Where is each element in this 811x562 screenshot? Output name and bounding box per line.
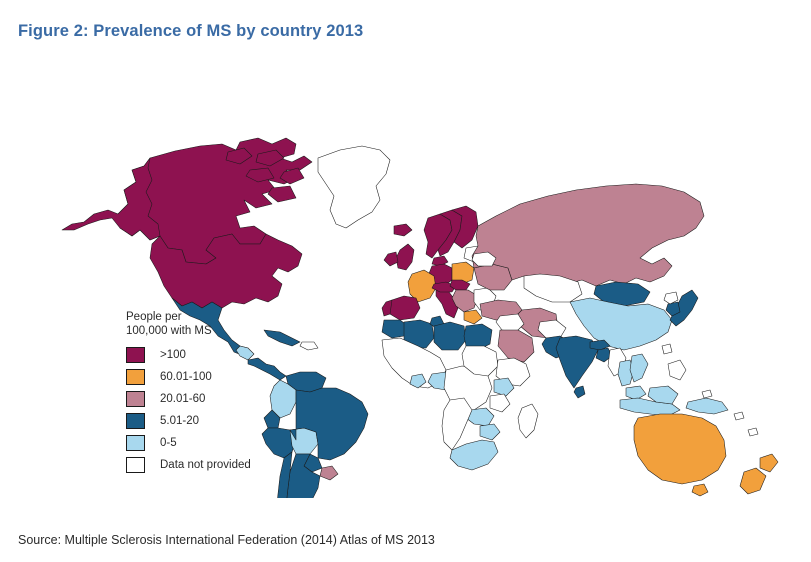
- page-title: Figure 2: Prevalence of MS by country 20…: [18, 22, 364, 40]
- legend-label-no-data: Data not provided: [160, 459, 251, 471]
- legend-swatch-60-100: [126, 369, 145, 385]
- country-thailand: [618, 360, 634, 386]
- country-tasmania: [692, 484, 708, 496]
- country-belarus: [472, 252, 496, 266]
- country-mongolia: [594, 282, 650, 306]
- country-borneo: [648, 386, 678, 404]
- country-canada-arctic-isles: [226, 148, 304, 202]
- country-sri-lanka: [574, 386, 585, 398]
- country-ghana: [410, 374, 426, 388]
- country-chile: [272, 452, 292, 498]
- country-south-korea: [666, 302, 680, 316]
- country-iceland: [394, 224, 412, 236]
- legend-label-60-100: 60.01-100: [160, 371, 212, 383]
- country-finland: [452, 206, 478, 248]
- world-map-svg: [0, 58, 811, 498]
- country-tanzania: [490, 394, 510, 412]
- country-vietnam: [630, 354, 648, 382]
- country-greenland: [318, 146, 390, 228]
- country-cuba: [264, 330, 300, 346]
- country-kazakhstan: [524, 274, 582, 302]
- country-new-zealand-north: [760, 454, 778, 472]
- legend-item-0-5: 0-5: [126, 432, 296, 454]
- legend-item-gt100: >100: [126, 344, 296, 366]
- legend-swatch-gt100: [126, 347, 145, 363]
- country-north-korea: [664, 292, 678, 304]
- map-legend: People per 100,000 with MS >100 60.01-10…: [126, 310, 296, 476]
- legend-swatch-20-60: [126, 391, 145, 407]
- country-hispaniola: [300, 342, 318, 350]
- country-taiwan: [662, 344, 672, 354]
- legend-swatch-no-data: [126, 457, 145, 473]
- legend-label-20-60: 20.01-60: [160, 393, 206, 405]
- country-zimbabwe: [480, 424, 500, 440]
- legend-swatch-0-5: [126, 435, 145, 451]
- country-australia: [634, 414, 726, 484]
- country-brazil: [290, 388, 368, 460]
- country-bangladesh: [596, 348, 612, 362]
- country-kenya: [494, 378, 514, 396]
- legend-item-20-60: 20.01-60: [126, 388, 296, 410]
- legend-item-60-100: 60.01-100: [126, 366, 296, 388]
- country-france: [408, 270, 436, 302]
- country-new-zealand-south: [740, 468, 766, 494]
- country-libya: [434, 322, 466, 350]
- world-map: [0, 58, 811, 498]
- country-colombia: [270, 380, 296, 418]
- country-indonesia: [620, 398, 680, 416]
- legend-label-0-5: 0-5: [160, 437, 177, 449]
- country-philippines: [668, 360, 686, 380]
- country-uruguay: [320, 466, 338, 480]
- legend-item-no-data: Data not provided: [126, 454, 296, 476]
- legend-swatch-5-20: [126, 413, 145, 429]
- country-india: [556, 336, 598, 388]
- country-hungary-balkans: [452, 290, 478, 312]
- country-sudan: [462, 346, 498, 376]
- country-portugal: [382, 300, 392, 316]
- country-nepal-bhutan: [590, 340, 610, 350]
- legend-title: People per 100,000 with MS: [126, 311, 212, 337]
- country-malaysia: [626, 386, 646, 400]
- legend-item-5-20: 5.01-20: [126, 410, 296, 432]
- country-alaska: [62, 158, 160, 240]
- country-switzerland-austria: [432, 282, 456, 292]
- country-china: [570, 298, 672, 350]
- country-angola-namibia: [442, 398, 472, 450]
- legend-label-5-20: 5.01-20: [160, 415, 200, 427]
- country-islands-pacific: [702, 390, 758, 436]
- country-greece: [464, 310, 482, 324]
- country-central-america: [248, 358, 286, 380]
- country-south-africa: [450, 440, 498, 470]
- source-note: Source: Multiple Sclerosis International…: [18, 533, 435, 547]
- country-saudi-arabia: [498, 330, 534, 362]
- country-algeria: [404, 320, 434, 348]
- country-papua-new-guinea: [686, 398, 728, 414]
- country-ireland: [384, 252, 398, 266]
- country-madagascar: [518, 404, 538, 438]
- country-russia: [472, 184, 704, 286]
- country-poland: [452, 262, 474, 284]
- legend-label-gt100: >100: [160, 349, 186, 361]
